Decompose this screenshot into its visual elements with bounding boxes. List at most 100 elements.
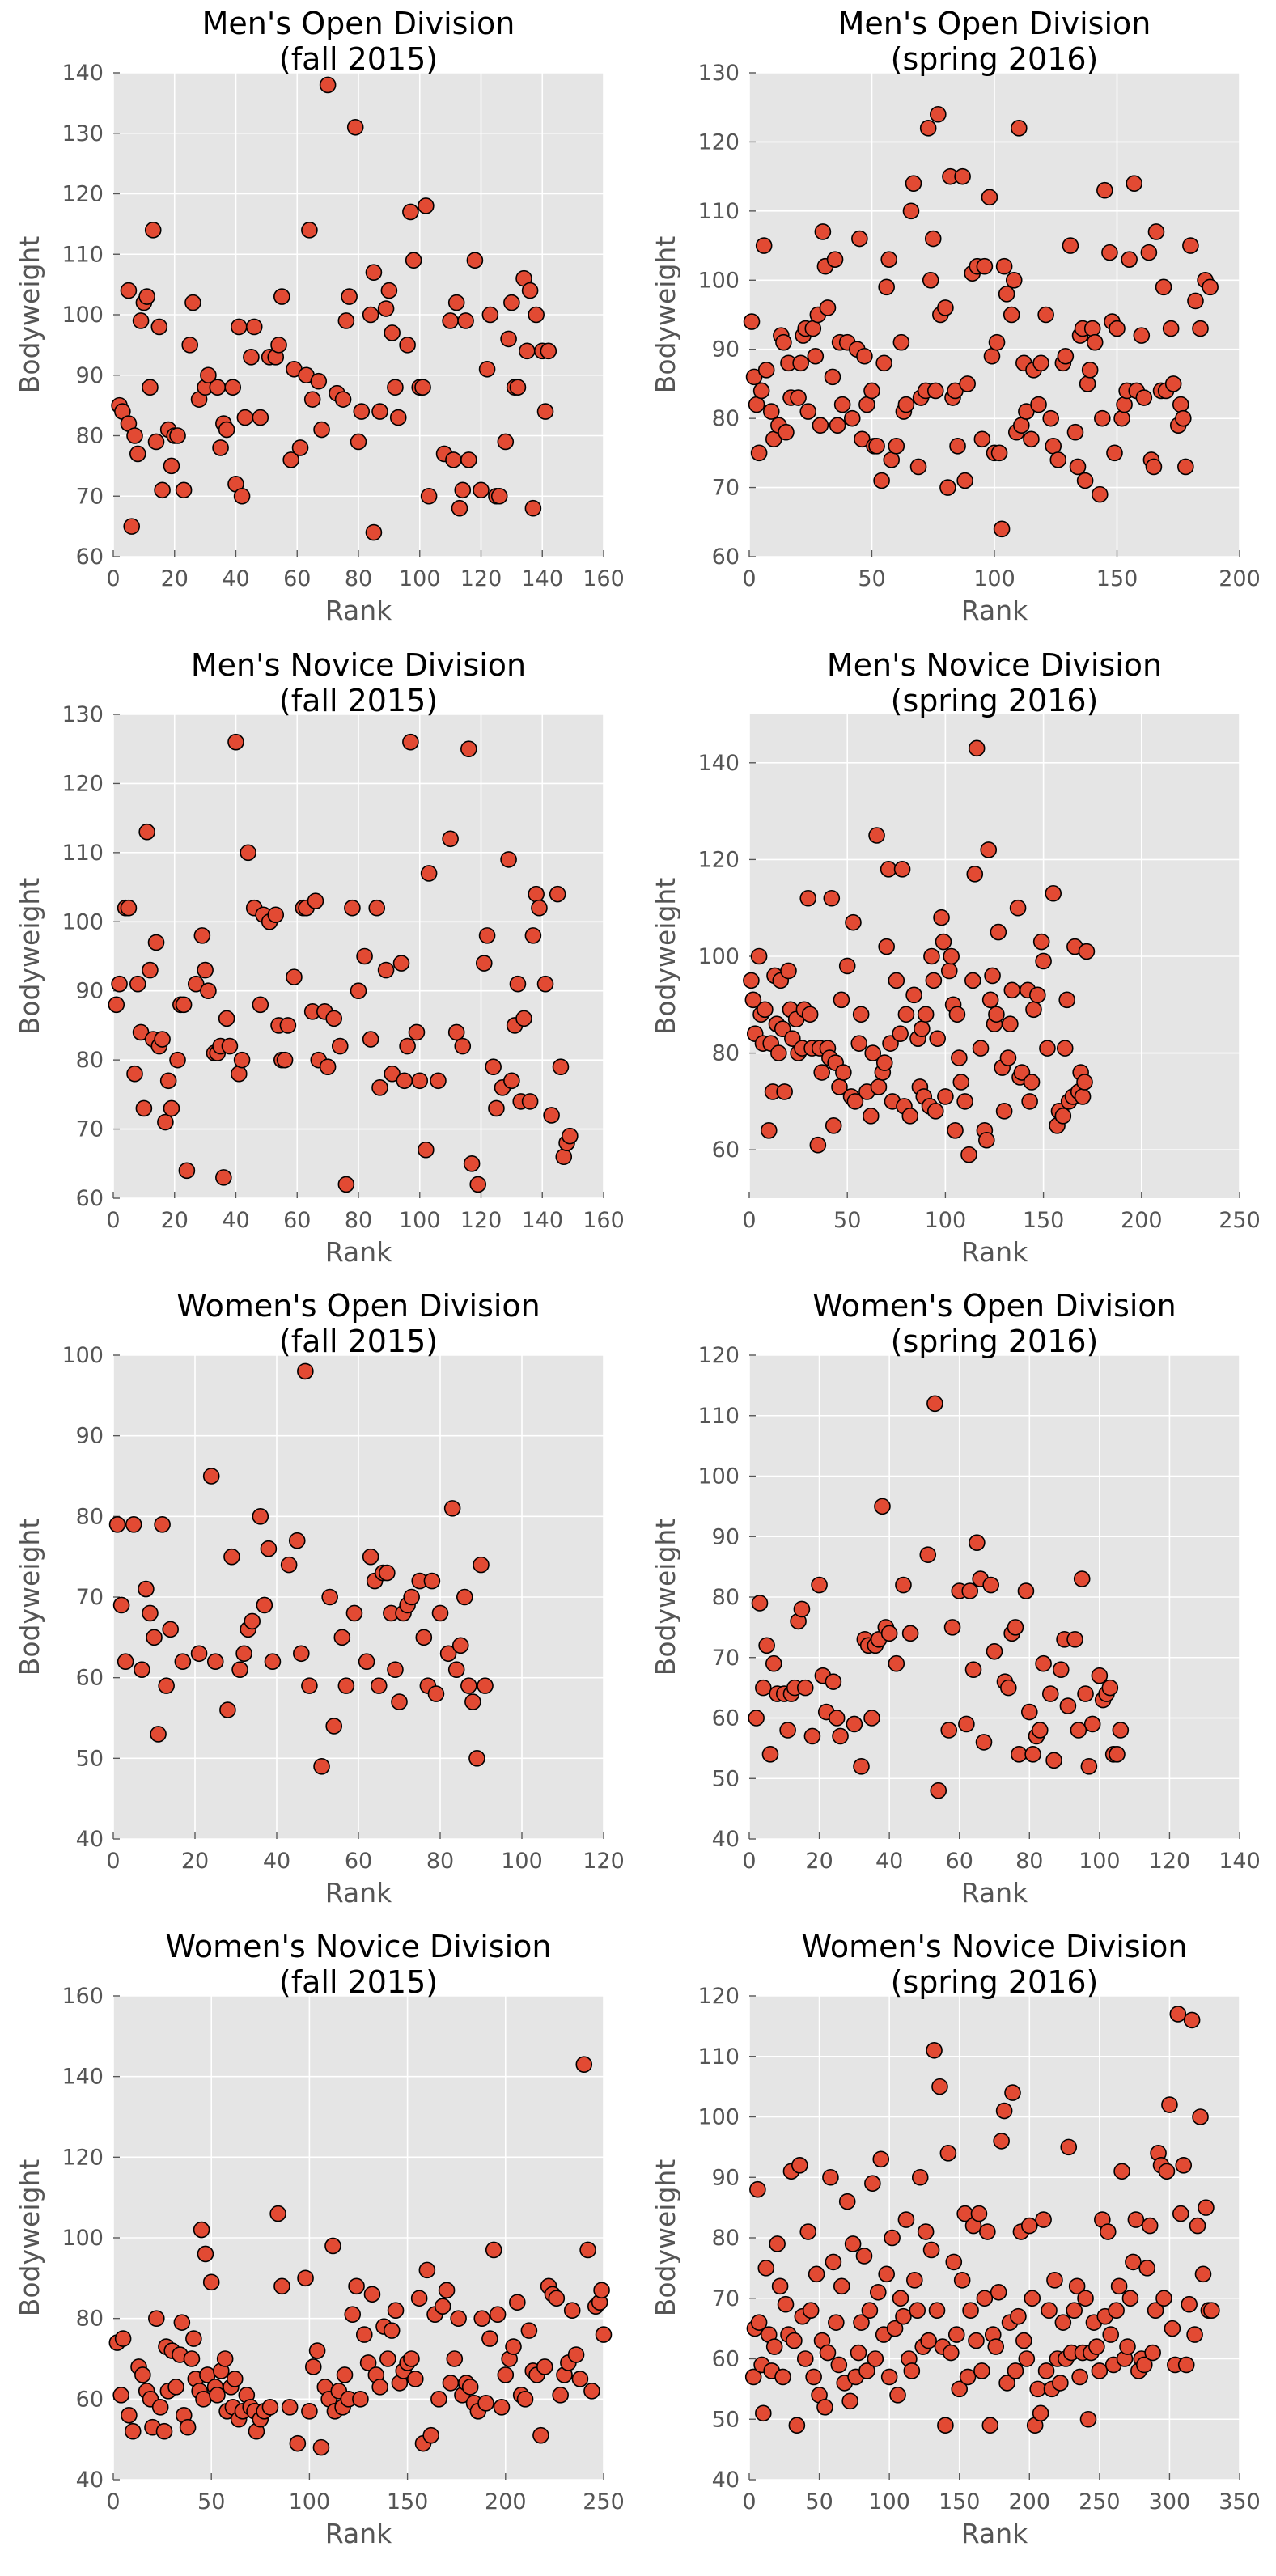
data-point xyxy=(1155,2290,1172,2307)
data-point xyxy=(313,421,330,439)
y-tick-label: 100 xyxy=(697,1464,740,1489)
data-point xyxy=(981,189,998,206)
data-point xyxy=(420,865,438,882)
y-tick-label: 100 xyxy=(61,303,104,328)
data-point xyxy=(430,2391,447,2408)
data-point xyxy=(206,1653,224,1671)
data-point xyxy=(988,333,1006,351)
data-point xyxy=(319,76,337,94)
data-point xyxy=(1011,1746,1028,1763)
y-tick-label: 140 xyxy=(61,2065,104,2090)
data-point xyxy=(909,458,927,476)
data-point xyxy=(1045,438,1062,455)
data-point xyxy=(888,1654,905,1672)
data-point xyxy=(919,120,937,137)
data-point xyxy=(943,2344,960,2362)
data-point xyxy=(336,2366,354,2383)
data-point xyxy=(477,1677,494,1694)
data-point xyxy=(301,2402,318,2420)
data-point xyxy=(1068,2277,1086,2295)
data-point xyxy=(1066,1631,1083,1648)
data-point xyxy=(1083,1715,1101,1733)
data-point xyxy=(111,975,128,993)
data-point xyxy=(1187,292,1204,310)
data-point xyxy=(469,1176,487,1193)
data-point xyxy=(460,740,477,758)
data-point xyxy=(286,968,303,985)
data-point xyxy=(1005,271,1023,289)
y-tick-label: 90 xyxy=(712,1524,740,1549)
data-point xyxy=(886,2320,904,2337)
data-point xyxy=(990,444,1008,462)
data-point xyxy=(933,909,950,926)
data-point xyxy=(468,1750,485,1767)
data-point xyxy=(353,403,371,420)
data-point xyxy=(212,439,229,456)
data-point xyxy=(750,2314,768,2331)
x-tick-label: 0 xyxy=(742,566,756,591)
data-point xyxy=(304,2358,322,2375)
data-point xyxy=(1035,952,1052,970)
data-point xyxy=(190,1645,208,1663)
data-point xyxy=(334,391,352,408)
data-point xyxy=(998,286,1015,303)
data-point xyxy=(1003,981,1021,999)
data-point xyxy=(1091,2362,1109,2379)
x-tick-label: 60 xyxy=(283,1208,311,1233)
y-tick-label: 90 xyxy=(76,363,104,388)
data-point xyxy=(816,2399,833,2416)
data-point xyxy=(796,1679,814,1697)
data-point xyxy=(236,409,254,426)
data-point xyxy=(998,2375,1015,2392)
data-point xyxy=(478,360,496,378)
data-point xyxy=(1172,396,1189,413)
data-point xyxy=(833,991,850,1009)
y-tick-label: 40 xyxy=(712,2468,740,2493)
y-tick-label: 80 xyxy=(712,1585,740,1610)
data-point xyxy=(355,2326,373,2343)
x-tick-label: 100 xyxy=(868,2489,910,2515)
data-point xyxy=(1091,485,1109,503)
data-point xyxy=(755,237,773,254)
data-point xyxy=(319,1058,337,1075)
data-point xyxy=(178,1162,196,1180)
data-point xyxy=(841,2392,858,2410)
y-tick-label: 70 xyxy=(712,476,740,501)
data-point xyxy=(227,733,244,751)
data-point xyxy=(892,2290,909,2307)
data-point xyxy=(1182,237,1199,254)
data-point xyxy=(218,1010,235,1027)
x-tick-label: 50 xyxy=(197,2489,225,2515)
data-point xyxy=(1059,1697,1077,1714)
data-point xyxy=(451,1637,469,1654)
x-tick-label: 100 xyxy=(925,1208,967,1233)
data-point xyxy=(415,1629,433,1646)
data-point xyxy=(200,366,217,384)
data-point xyxy=(878,278,895,296)
data-point xyxy=(757,1001,774,1019)
data-point xyxy=(325,1010,343,1027)
data-point xyxy=(1054,2314,1072,2331)
data-point xyxy=(422,2426,439,2444)
data-point xyxy=(875,354,892,372)
data-point xyxy=(365,523,383,541)
data-point xyxy=(387,2302,405,2319)
y-axis-label: Bodyweight xyxy=(14,1519,45,1676)
data-point xyxy=(473,481,490,499)
data-point xyxy=(1071,2368,1088,2386)
data-point xyxy=(802,2302,820,2319)
data-point xyxy=(120,282,138,299)
data-point xyxy=(880,2368,898,2386)
x-tick-label: 40 xyxy=(875,1849,903,1874)
data-point xyxy=(788,2417,806,2434)
data-point xyxy=(962,2302,979,2319)
data-point xyxy=(243,349,260,366)
data-point xyxy=(197,2245,214,2263)
data-point xyxy=(922,2241,940,2259)
data-point xyxy=(235,1645,252,1663)
data-point xyxy=(1041,1685,1059,1702)
data-point xyxy=(959,375,976,392)
data-point xyxy=(371,2379,388,2396)
data-point xyxy=(956,472,973,489)
